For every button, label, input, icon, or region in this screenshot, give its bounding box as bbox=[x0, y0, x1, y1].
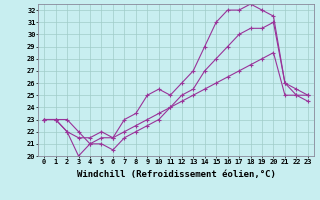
X-axis label: Windchill (Refroidissement éolien,°C): Windchill (Refroidissement éolien,°C) bbox=[76, 170, 276, 179]
